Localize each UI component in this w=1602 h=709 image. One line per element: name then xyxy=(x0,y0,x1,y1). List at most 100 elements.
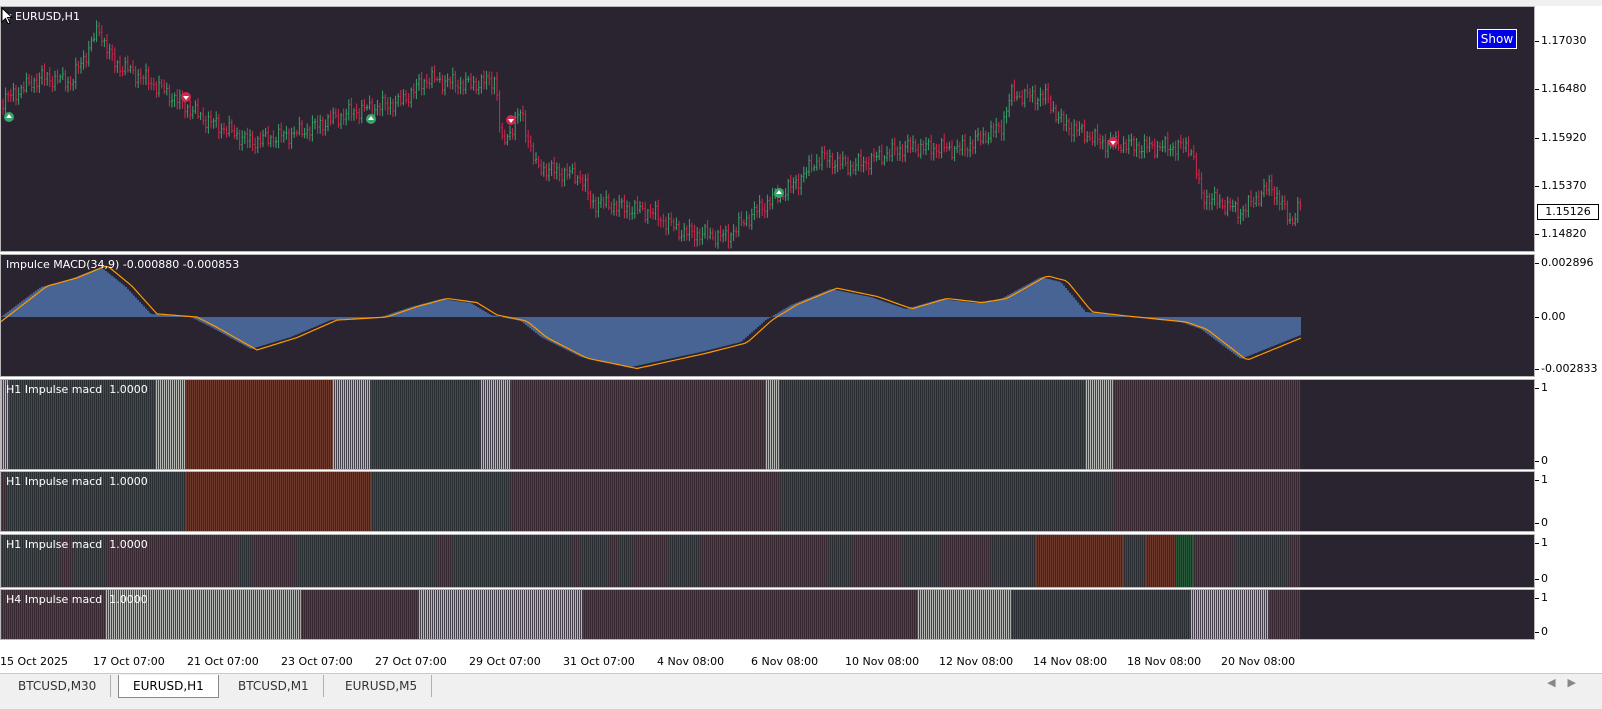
candle xyxy=(314,118,316,129)
candle xyxy=(467,76,469,83)
impulse-bars xyxy=(1,590,1535,640)
candle xyxy=(863,157,865,173)
candle xyxy=(1224,200,1226,215)
candle xyxy=(1201,172,1203,199)
candle xyxy=(1021,90,1023,107)
candle xyxy=(701,227,703,245)
candle xyxy=(7,91,9,102)
candle xyxy=(205,116,207,133)
candle xyxy=(995,118,997,138)
time-label: 4 Nov 08:00 xyxy=(657,655,724,668)
macd-tick: 0.002896 xyxy=(1541,256,1594,269)
candle xyxy=(504,129,506,145)
candle xyxy=(246,128,248,148)
candle xyxy=(725,226,727,241)
candle xyxy=(852,162,854,174)
candle xyxy=(987,132,989,144)
candle xyxy=(506,134,508,145)
candle xyxy=(457,80,459,95)
candle xyxy=(649,204,651,218)
candle xyxy=(642,202,644,211)
candle xyxy=(805,167,807,178)
candle xyxy=(418,74,420,91)
candle xyxy=(1273,186,1275,205)
macd-pane[interactable]: Impulce MACD(34,9) -0.000880 -0.000853 xyxy=(0,254,1535,377)
impulse-pane-4[interactable]: H4 Impulse macd 1.0000 xyxy=(0,589,1535,640)
candle xyxy=(317,115,319,133)
candle xyxy=(837,152,839,172)
candle xyxy=(621,198,623,209)
impulse-pane-1[interactable]: H1 Impulse macd 1.0000 xyxy=(0,379,1535,470)
candle xyxy=(1045,84,1047,105)
tab-btcusd-m1[interactable]: BTCUSD,M1 xyxy=(224,675,324,697)
macd-tick: 0.00 xyxy=(1541,310,1566,323)
candle xyxy=(899,141,901,161)
price-chart-pane[interactable]: ▾ EURUSD,H1 Show xyxy=(0,6,1535,252)
candle xyxy=(1146,136,1148,153)
candle xyxy=(660,217,662,228)
candle xyxy=(917,144,919,158)
candle xyxy=(1089,132,1091,141)
tab-btcusd-m30[interactable]: BTCUSD,M30 xyxy=(4,675,111,697)
candle xyxy=(480,74,482,93)
candle xyxy=(462,79,464,95)
candle xyxy=(808,155,810,176)
time-label: 10 Nov 08:00 xyxy=(845,655,919,668)
candle xyxy=(683,223,685,241)
candle xyxy=(751,209,753,230)
impulse-tick: 0 xyxy=(1541,454,1548,467)
candle xyxy=(665,217,667,236)
tab-scroll-arrows-icon[interactable]: ◀▶ xyxy=(1547,676,1588,689)
candle xyxy=(1032,86,1034,103)
candle xyxy=(590,191,592,209)
candle xyxy=(106,34,108,59)
candle xyxy=(535,152,537,164)
candle xyxy=(109,44,111,60)
candle xyxy=(1094,129,1096,147)
impulse-pane-3[interactable]: H1 Impulse macd 1.0000 xyxy=(0,534,1535,588)
candle xyxy=(231,119,233,133)
candle xyxy=(652,208,654,219)
candle xyxy=(249,129,251,148)
candle xyxy=(33,78,35,93)
candle xyxy=(335,108,337,118)
candle xyxy=(662,214,664,228)
candle xyxy=(1286,200,1288,225)
tab-eurusd-h1[interactable]: EURUSD,H1 xyxy=(118,675,219,698)
candle xyxy=(938,144,940,159)
candle xyxy=(189,100,191,120)
impulse-pane-2[interactable]: H1 Impulse macd 1.0000 xyxy=(0,471,1535,532)
candle xyxy=(1086,131,1088,142)
candle xyxy=(166,83,168,96)
current-price-label: 1.15126 xyxy=(1537,204,1599,220)
tab-eurusd-m5[interactable]: EURUSD,M5 xyxy=(331,675,432,697)
candle xyxy=(207,111,209,133)
candle xyxy=(49,67,51,87)
candle xyxy=(171,94,173,108)
candle xyxy=(1177,140,1179,161)
candle xyxy=(543,162,545,177)
candle xyxy=(1050,96,1052,114)
candle xyxy=(324,120,326,136)
candle xyxy=(488,72,490,86)
candle xyxy=(1198,169,1200,184)
candle xyxy=(881,144,883,165)
candle xyxy=(564,168,566,187)
candle xyxy=(756,204,758,218)
candle xyxy=(855,158,857,175)
candle xyxy=(259,132,261,148)
candle xyxy=(1289,213,1291,224)
candle xyxy=(470,73,472,90)
show-button[interactable]: Show xyxy=(1477,29,1517,49)
candle xyxy=(551,160,553,176)
candle xyxy=(868,156,870,175)
candle xyxy=(686,225,688,240)
candle xyxy=(1180,135,1182,149)
candle xyxy=(831,153,833,175)
candle xyxy=(127,55,129,72)
candle xyxy=(124,57,126,75)
candle xyxy=(449,77,451,90)
candle xyxy=(886,146,888,161)
candle xyxy=(434,65,436,82)
candle xyxy=(974,130,976,154)
